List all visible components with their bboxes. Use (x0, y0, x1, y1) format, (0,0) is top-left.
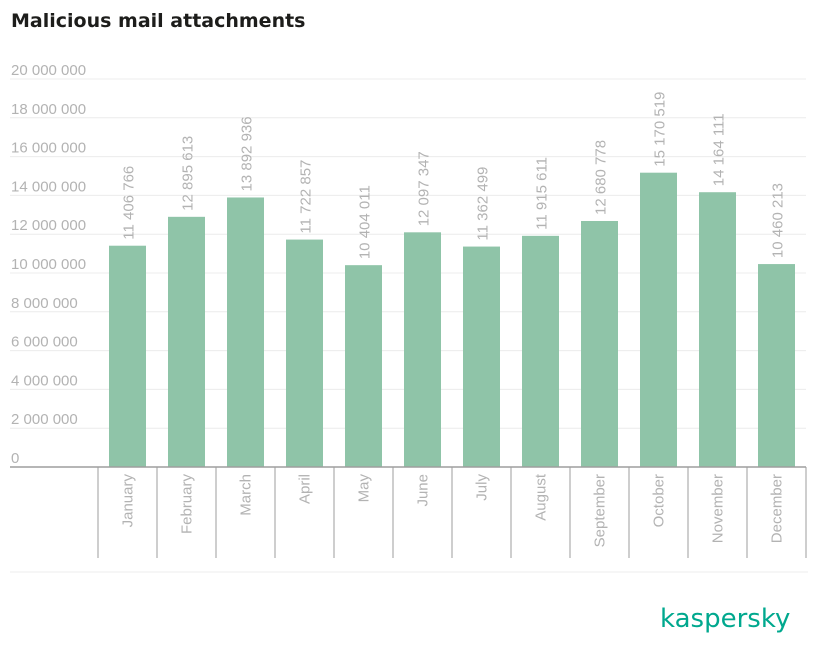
x-tick-label: October (651, 474, 668, 527)
y-tick-label: 16 000 000 (11, 140, 86, 157)
value-label: 11 362 499 (475, 167, 492, 241)
bar-march (227, 197, 264, 467)
bar-february (168, 216, 205, 467)
value-labels: 11 406 766 12 895 613 13 892 936 11 722 857… (121, 92, 787, 260)
bar-september (581, 220, 618, 467)
x-tick-label: July (474, 474, 491, 501)
y-tick-label: 4 000 000 (11, 372, 78, 389)
x-tick-label: August (533, 473, 550, 521)
value-label: 15 170 519 (652, 92, 669, 167)
x-tick-label: January (120, 474, 137, 528)
y-tick-label: 0 (11, 450, 19, 467)
y-tick-label: 2 000 000 (11, 411, 78, 428)
x-tick-label: June (415, 474, 432, 507)
value-label: 13 892 936 (239, 116, 256, 191)
value-label: 11 722 857 (298, 160, 315, 234)
x-tick-label: December (769, 474, 786, 543)
x-tick-label: May (356, 474, 373, 503)
bar-june (404, 232, 441, 467)
value-label: 10 460 213 (770, 183, 787, 258)
value-label: 10 404 011 (357, 185, 374, 259)
y-tick-label: 18 000 000 (11, 101, 86, 118)
y-axis-ticks: 0 2 000 000 4 000 000 6 000 000 8 000 000 10 … (11, 62, 86, 467)
bar-january (109, 245, 146, 467)
value-label: 14 164 111 (711, 113, 728, 186)
value-label: 11 915 611 (534, 157, 551, 230)
value-label: 11 406 766 (121, 166, 138, 240)
x-tick-label: April (297, 474, 314, 504)
x-tick-label: November (710, 474, 727, 543)
x-tick-label: February (179, 474, 196, 535)
y-tick-label: 8 000 000 (11, 295, 78, 312)
chart-title: Malicious mail attachments (11, 10, 306, 32)
value-label: 12 680 778 (593, 140, 610, 215)
bars (109, 172, 795, 467)
kaspersky-logo: kaspersky (660, 604, 791, 634)
value-label: 12 895 613 (180, 136, 197, 211)
bar-april (286, 239, 323, 467)
bar-december (758, 264, 795, 467)
bar-may (345, 265, 382, 467)
x-axis: January February March April May June July Augu… (10, 466, 808, 573)
bar-july (463, 246, 500, 467)
y-tick-label: 12 000 000 (11, 217, 86, 234)
y-tick-label: 20 000 000 (11, 62, 86, 79)
x-tick-label: September (592, 474, 609, 547)
bar-august (522, 235, 559, 467)
y-tick-label: 14 000 000 (11, 178, 86, 195)
y-tick-label: 10 000 000 (11, 256, 86, 273)
bar-october (640, 172, 677, 467)
value-label: 12 097 347 (416, 151, 433, 226)
bar-november (699, 192, 736, 467)
x-tick-label: March (238, 474, 255, 516)
y-tick-label: 6 000 000 (11, 334, 78, 351)
